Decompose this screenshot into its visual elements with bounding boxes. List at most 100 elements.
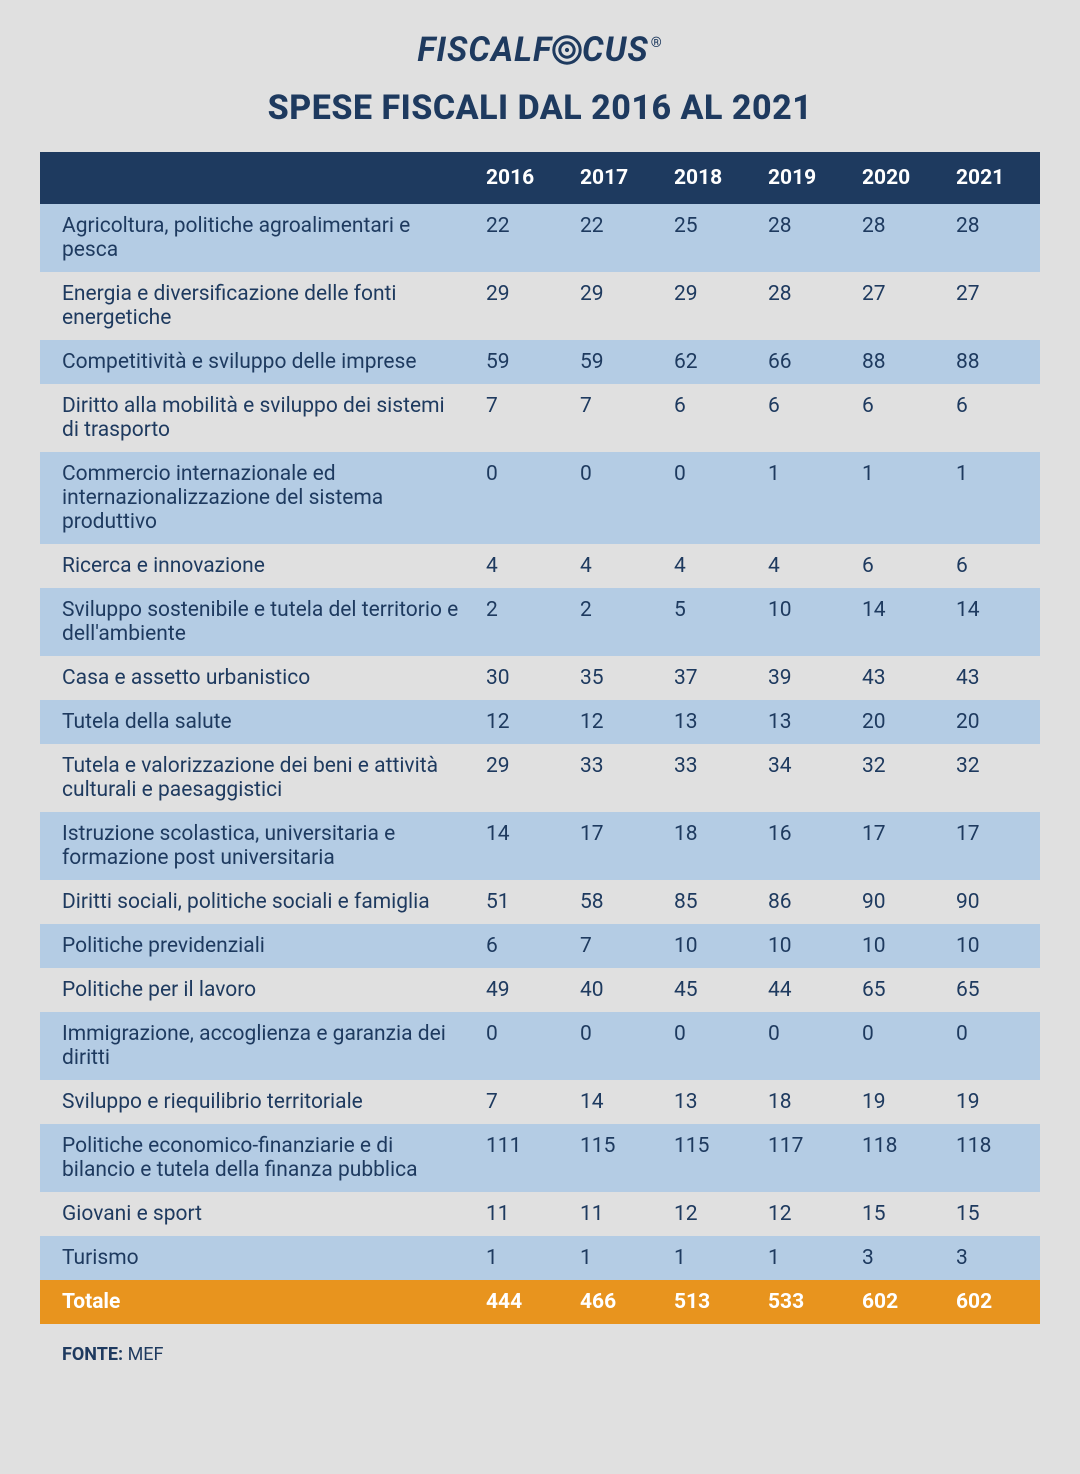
- row-value: 43: [852, 656, 946, 700]
- row-value: 1: [758, 1236, 852, 1280]
- row-value: 90: [852, 880, 946, 924]
- row-value: 1: [664, 1236, 758, 1280]
- row-value: 6: [852, 544, 946, 588]
- logo-text-post: CUS: [582, 30, 649, 70]
- row-label: Giovani e sport: [40, 1192, 476, 1236]
- row-value: 33: [664, 744, 758, 812]
- table-header: 201620172018201920202021: [40, 152, 1040, 204]
- row-value: 27: [852, 272, 946, 340]
- table-row: Giovani e sport111112121515: [40, 1192, 1040, 1236]
- row-value: 1: [946, 452, 1040, 544]
- total-label: Totale: [40, 1280, 476, 1324]
- row-value: 18: [664, 812, 758, 880]
- table-row: Sviluppo sostenibile e tutela del territ…: [40, 588, 1040, 656]
- row-value: 7: [476, 1080, 570, 1124]
- col-header-year: 2016: [476, 152, 570, 204]
- target-icon: [552, 34, 582, 64]
- row-label: Energia e diversificazione delle fonti e…: [40, 272, 476, 340]
- row-label: Casa e assetto urbanistico: [40, 656, 476, 700]
- total-value: 602: [946, 1280, 1040, 1324]
- row-value: 17: [852, 812, 946, 880]
- row-value: 3: [852, 1236, 946, 1280]
- row-label: Competitività e sviluppo delle imprese: [40, 340, 476, 384]
- row-value: 43: [946, 656, 1040, 700]
- table-row: Ricerca e innovazione444466: [40, 544, 1040, 588]
- col-header-year: 2020: [852, 152, 946, 204]
- row-value: 34: [758, 744, 852, 812]
- row-label: Politiche previdenziali: [40, 924, 476, 968]
- source-label: FONTE:: [62, 1344, 123, 1365]
- row-value: 65: [946, 968, 1040, 1012]
- total-value: 533: [758, 1280, 852, 1324]
- row-value: 15: [946, 1192, 1040, 1236]
- row-value: 45: [664, 968, 758, 1012]
- table-row-total: Totale444466513533602602: [40, 1280, 1040, 1324]
- row-label: Agricoltura, politiche agroalimentari e …: [40, 204, 476, 272]
- row-value: 62: [664, 340, 758, 384]
- row-label: Turismo: [40, 1236, 476, 1280]
- row-value: 3: [946, 1236, 1040, 1280]
- row-value: 19: [946, 1080, 1040, 1124]
- row-value: 32: [946, 744, 1040, 812]
- row-label: Istruzione scolastica, universitaria e f…: [40, 812, 476, 880]
- logo-text-pre: FISCALF: [417, 30, 552, 70]
- row-value: 28: [758, 204, 852, 272]
- row-value: 59: [476, 340, 570, 384]
- row-value: 111: [476, 1124, 570, 1192]
- row-value: 13: [664, 700, 758, 744]
- source-line: FONTE: MEF: [40, 1344, 1040, 1365]
- row-value: 115: [570, 1124, 664, 1192]
- page-title: SPESE FISCALI DAL 2016 AL 2021: [40, 88, 1040, 128]
- row-value: 10: [664, 924, 758, 968]
- row-value: 0: [570, 452, 664, 544]
- row-value: 28: [758, 272, 852, 340]
- row-value: 18: [758, 1080, 852, 1124]
- row-value: 40: [570, 968, 664, 1012]
- row-value: 12: [570, 700, 664, 744]
- row-value: 14: [852, 588, 946, 656]
- row-value: 20: [946, 700, 1040, 744]
- row-value: 58: [570, 880, 664, 924]
- col-header-year: 2021: [946, 152, 1040, 204]
- table-row: Turismo111133: [40, 1236, 1040, 1280]
- table-row: Politiche previdenziali6710101010: [40, 924, 1040, 968]
- total-value: 444: [476, 1280, 570, 1324]
- row-value: 4: [570, 544, 664, 588]
- row-label: Immigrazione, accoglienza e garanzia dei…: [40, 1012, 476, 1080]
- row-value: 14: [476, 812, 570, 880]
- row-value: 30: [476, 656, 570, 700]
- col-header-year: 2019: [758, 152, 852, 204]
- row-value: 90: [946, 880, 1040, 924]
- row-label: Politiche per il lavoro: [40, 968, 476, 1012]
- registered-mark: ®: [651, 35, 663, 51]
- row-value: 29: [664, 272, 758, 340]
- row-label: Diritto alla mobilità e sviluppo dei sis…: [40, 384, 476, 452]
- row-value: 33: [570, 744, 664, 812]
- row-value: 6: [852, 384, 946, 452]
- row-value: 7: [570, 924, 664, 968]
- row-value: 13: [664, 1080, 758, 1124]
- row-label: Tutela e valorizzazione dei beni e attiv…: [40, 744, 476, 812]
- table-row: Sviluppo e riequilibrio territoriale7141…: [40, 1080, 1040, 1124]
- table-row: Politiche economico-finanziarie e di bil…: [40, 1124, 1040, 1192]
- row-value: 66: [758, 340, 852, 384]
- row-value: 0: [758, 1012, 852, 1080]
- row-value: 5: [664, 588, 758, 656]
- table-row: Energia e diversificazione delle fonti e…: [40, 272, 1040, 340]
- row-value: 6: [664, 384, 758, 452]
- row-value: 1: [570, 1236, 664, 1280]
- row-value: 37: [664, 656, 758, 700]
- row-value: 10: [758, 588, 852, 656]
- row-value: 118: [946, 1124, 1040, 1192]
- row-value: 20: [852, 700, 946, 744]
- row-value: 0: [476, 452, 570, 544]
- row-value: 22: [570, 204, 664, 272]
- expenditure-table: 201620172018201920202021 Agricoltura, po…: [40, 152, 1040, 1324]
- row-value: 35: [570, 656, 664, 700]
- row-value: 4: [476, 544, 570, 588]
- total-value: 602: [852, 1280, 946, 1324]
- row-value: 7: [570, 384, 664, 452]
- total-value: 466: [570, 1280, 664, 1324]
- row-value: 11: [570, 1192, 664, 1236]
- row-value: 29: [570, 272, 664, 340]
